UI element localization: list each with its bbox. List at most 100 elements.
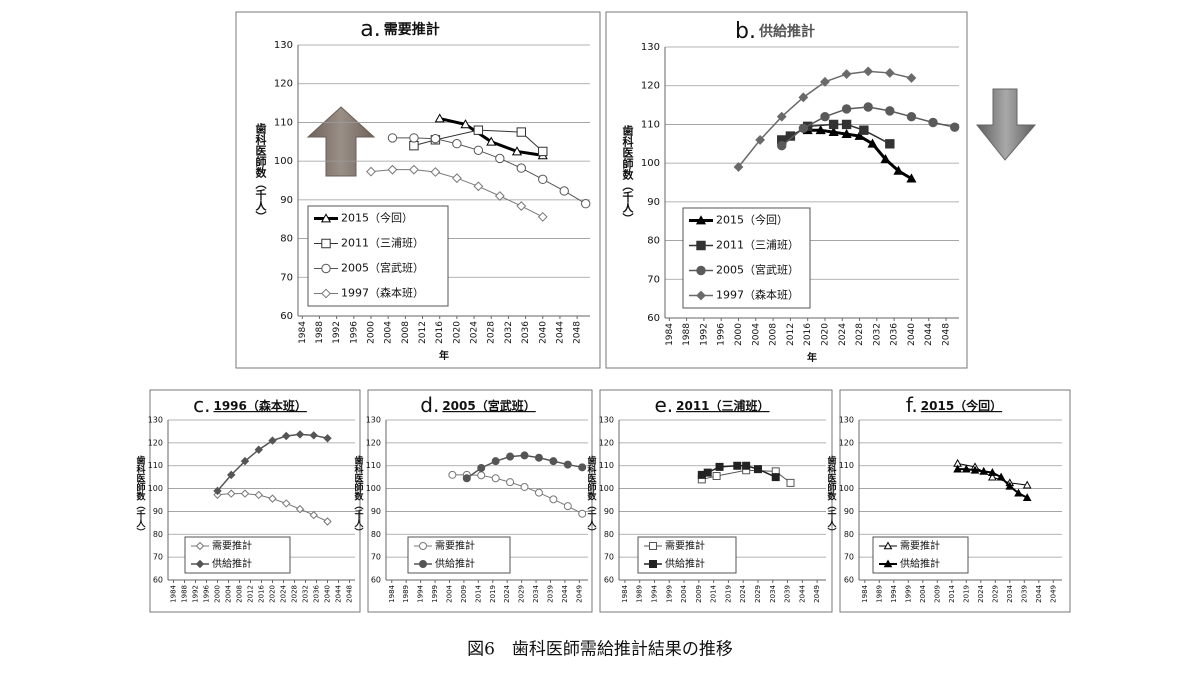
x-tick-label: 1992 [192,585,200,603]
marker [213,486,222,496]
x-tick-label: 1988 [315,321,325,344]
y-tick-label: 120 [641,81,660,92]
chart-label: c. [193,393,210,417]
y-tick-label: 70 [153,553,163,562]
y-tick-label: 100 [274,156,293,167]
legend-label: 供給推計 [435,557,475,570]
chart-title-text: 需要推計 [384,21,440,38]
marker [563,460,572,469]
x-tick-label: 1984 [170,584,178,602]
marker [715,462,724,471]
chart-title: f. 2015（今回） [906,393,1002,417]
y-tick-label: 110 [366,461,381,470]
marker [1005,481,1015,490]
y-tick-label: 70 [371,553,381,562]
marker [516,163,526,173]
x-tick-label: 2036 [313,584,321,602]
legend-marker [649,542,657,550]
y-tick-label: 90 [371,507,381,516]
y-axis-label: 歯科医師数（千人） [353,454,365,536]
x-tick-label: 2029 [754,585,762,603]
marker [863,66,874,77]
marker [494,191,505,201]
y-tick-label: 100 [641,158,660,169]
y-tick-label: 90 [647,197,660,208]
x-tick-label: 2004 [751,323,761,346]
x-tick-label: 2004 [445,584,453,602]
marker [268,494,277,503]
marker [785,131,796,141]
x-tick-label: 2044 [1035,584,1043,602]
marker [776,111,787,122]
y-tick-label: 120 [274,79,293,90]
x-tick-label: 2049 [1049,585,1057,603]
legend-label: 供給推計 [900,557,940,570]
marker [578,463,587,472]
marker [295,504,305,514]
y-axis-label: 歯科医師数（千人） [621,124,635,224]
marker [828,126,839,137]
y-axis-label: 歯科医師数（千人） [135,454,147,536]
y-tick-label: 80 [647,236,660,247]
chart-label: d. [420,393,439,417]
x-tick-label: 1994 [417,584,425,602]
y-tick-label: 100 [599,484,614,493]
series-line [452,474,583,515]
marker [1014,488,1023,497]
x-tick-label: 2044 [798,584,806,602]
legend-box [682,207,811,309]
chart-title-text: 2011（三浦班） [676,398,769,413]
marker [240,456,250,466]
marker [227,489,236,498]
legend-label: 需要推計 [900,539,940,552]
marker [506,452,515,461]
marker [309,510,318,520]
marker [323,434,332,443]
y-tick-label: 60 [153,576,163,585]
marker [578,509,587,518]
x-tick-label: 1999 [665,585,673,603]
marker [516,201,527,211]
y-tick-label: 110 [641,119,660,130]
marker [863,102,873,112]
y-tick-label: 70 [844,553,854,562]
chart-label: f. [906,393,918,417]
x-tick-label: 2020 [820,323,830,346]
x-tick-label: 2016 [258,584,266,602]
marker [979,466,989,475]
chart-title-text: 供給推計 [758,23,815,40]
legend-box [307,205,449,307]
x-tick-label: 2014 [948,584,956,602]
legend-box [184,536,291,574]
legend-marker [649,560,657,568]
x-tick-label: 2019 [724,585,732,603]
marker [409,164,419,175]
legend-marker [320,213,332,223]
y-tick-label: 60 [371,576,381,585]
chart-title-text: 2005（宮武班） [442,398,535,413]
chart-label: a. [360,17,380,42]
chart: 60 70 80 90 100 110 120 130 1984 1989 1994 1999 2004… [353,389,593,613]
chart: 60 70 80 90 100 110 120 130 1984 1989 1994 1999 2004… [586,389,833,613]
x-tick-label: 2024 [739,584,747,602]
x-tick-label: 2000 [734,323,744,346]
x-tick-label: 2034 [769,584,777,602]
marker [953,464,962,473]
x-tick-label: 2039 [1020,585,1028,603]
legend-marker [321,288,331,299]
marker [227,470,236,480]
marker [473,181,484,192]
x-tick-label: 2024 [280,584,288,602]
marker [563,502,572,511]
marker [697,470,706,479]
y-tick-label: 110 [839,461,854,470]
marker [323,517,332,526]
legend-label: 2011（三浦班） [716,239,799,252]
x-tick-label: 2009 [460,585,468,603]
x-tick-label: 2040 [324,585,332,603]
chart-title: d. 2005（宮武班） [420,393,535,417]
chart: 60 70 80 90 100 110 120 130 1984 1988 1992 1996 2000… [605,11,968,369]
x-tick-label: 2004 [384,321,394,344]
legend-label: 2015（今回） [341,211,413,225]
marker [798,92,809,103]
